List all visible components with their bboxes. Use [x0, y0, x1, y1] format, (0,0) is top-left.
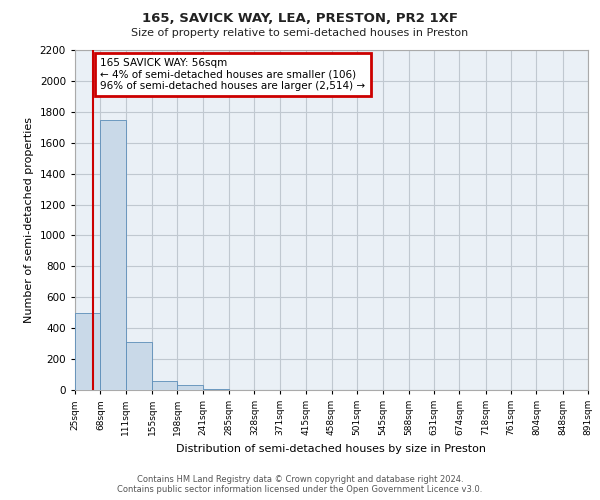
- Text: 165, SAVICK WAY, LEA, PRESTON, PR2 1XF: 165, SAVICK WAY, LEA, PRESTON, PR2 1XF: [142, 12, 458, 26]
- Bar: [126, 342, 152, 390]
- X-axis label: Distribution of semi-detached houses by size in Preston: Distribution of semi-detached houses by …: [176, 444, 487, 454]
- Y-axis label: Number of semi-detached properties: Number of semi-detached properties: [24, 117, 34, 323]
- Bar: [203, 389, 229, 390]
- Bar: [100, 120, 126, 390]
- Text: Size of property relative to semi-detached houses in Preston: Size of property relative to semi-detach…: [131, 28, 469, 38]
- Text: Contains public sector information licensed under the Open Government Licence v3: Contains public sector information licen…: [118, 485, 482, 494]
- Text: 165 SAVICK WAY: 56sqm
← 4% of semi-detached houses are smaller (106)
96% of semi: 165 SAVICK WAY: 56sqm ← 4% of semi-detac…: [100, 58, 365, 91]
- Bar: [178, 386, 203, 390]
- Bar: [75, 312, 100, 390]
- Bar: [152, 380, 178, 390]
- Text: Contains HM Land Registry data © Crown copyright and database right 2024.: Contains HM Land Registry data © Crown c…: [137, 475, 463, 484]
